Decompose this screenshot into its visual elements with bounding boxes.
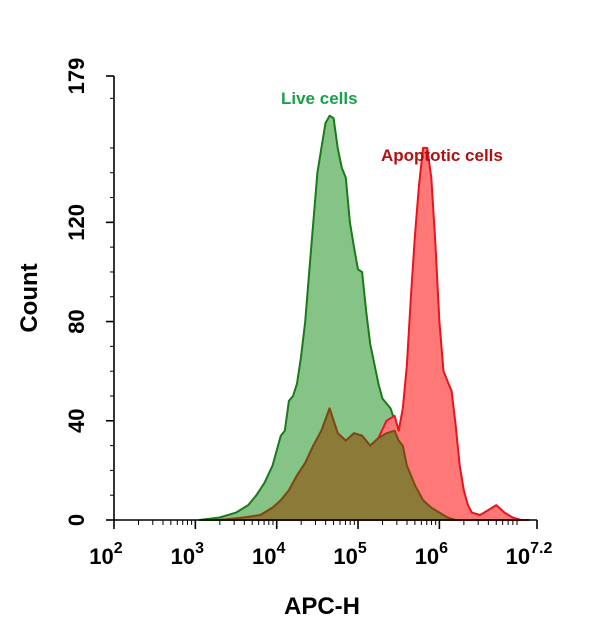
plot-area [198, 114, 530, 521]
x-tick-label: 102 [89, 540, 122, 569]
y-tick-label: 179 [64, 58, 89, 95]
axes [106, 75, 538, 529]
y-tick-label: 40 [64, 409, 89, 433]
y-tick-label: 0 [64, 514, 89, 526]
x-tick-label: 104 [252, 540, 285, 569]
x-tick-label: 106 [415, 540, 448, 569]
y-tick-label: 80 [64, 309, 89, 333]
y-tick-label: 120 [64, 204, 89, 241]
series-label-live: Live cells [281, 89, 358, 108]
series-overlap-area [218, 407, 457, 521]
y-axis-title: Count [16, 263, 43, 332]
x-tick-label: 103 [171, 540, 204, 569]
x-tick-label: 105 [333, 540, 366, 569]
x-tick-label: 107.2 [506, 540, 553, 569]
tick-labels: 102 103 104 105 106 107.2 0 40 80 120 179 [64, 58, 552, 569]
series-label-apoptotic: Apoptotic cells [381, 146, 503, 165]
x-axis-title: APC-H [284, 593, 360, 620]
